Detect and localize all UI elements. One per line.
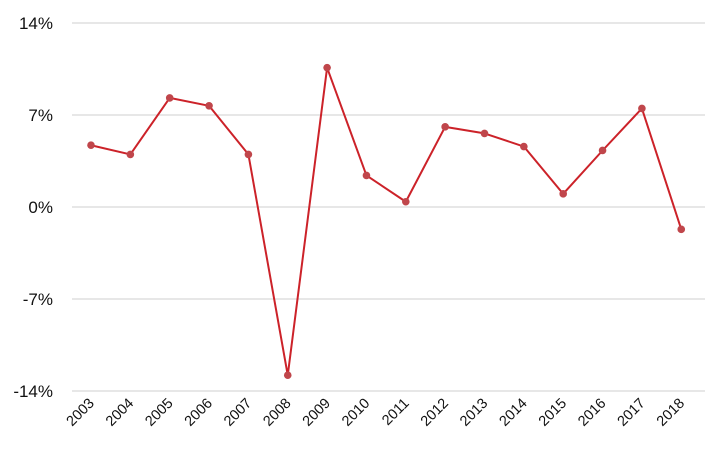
data-point: [126, 150, 135, 159]
data-point: [283, 371, 292, 380]
x-tick-label: 2012: [418, 396, 452, 430]
y-tick-label: -14%: [13, 382, 53, 401]
data-point: [520, 142, 528, 151]
x-tick-label: 2003: [64, 396, 98, 430]
y-tick-label: -7%: [23, 290, 53, 309]
x-tick-label: 2017: [615, 396, 649, 430]
data-point: [205, 102, 213, 110]
data-point: [677, 225, 686, 234]
x-tick-label: 2016: [575, 396, 609, 430]
series-line: [90, 66, 683, 377]
data-point: [362, 171, 371, 180]
x-tick-label: 2008: [260, 396, 294, 430]
x-tick-label: 2011: [379, 396, 412, 429]
data-point: [323, 63, 331, 72]
x-tick-label: 2006: [182, 396, 216, 430]
x-tick-label: 2013: [457, 396, 491, 430]
data-point: [87, 141, 95, 150]
y-tick-label: 7%: [28, 106, 53, 125]
x-tick-label: 2004: [103, 396, 137, 430]
data-point: [598, 146, 607, 155]
y-axis-tick-labels: 14% 7% 0% -7% -14%: [13, 14, 53, 401]
x-tick-label: 2014: [497, 396, 531, 430]
x-tick-label: 2010: [339, 396, 373, 430]
data-point: [638, 104, 646, 113]
data-point: [165, 94, 174, 102]
x-tick-label: 2009: [300, 396, 334, 430]
x-tick-label: 2018: [654, 396, 688, 430]
data-point: [441, 123, 449, 131]
x-tick-label: 2005: [142, 396, 176, 430]
data-point: [244, 150, 253, 159]
y-tick-label: 14%: [19, 14, 53, 33]
x-axis-tick-labels: 2003 2004 2005 2006 2007 2008 2009 2010 2011 2012…: [64, 396, 688, 430]
data-point: [559, 190, 567, 198]
data-point: [402, 197, 410, 206]
x-tick-label: 2015: [536, 396, 570, 430]
series-layer: [87, 63, 686, 380]
grid-lines: [72, 22, 705, 392]
data-point: [480, 129, 489, 138]
x-tick-label: 2007: [221, 396, 255, 430]
y-tick-label: 0%: [28, 198, 53, 217]
